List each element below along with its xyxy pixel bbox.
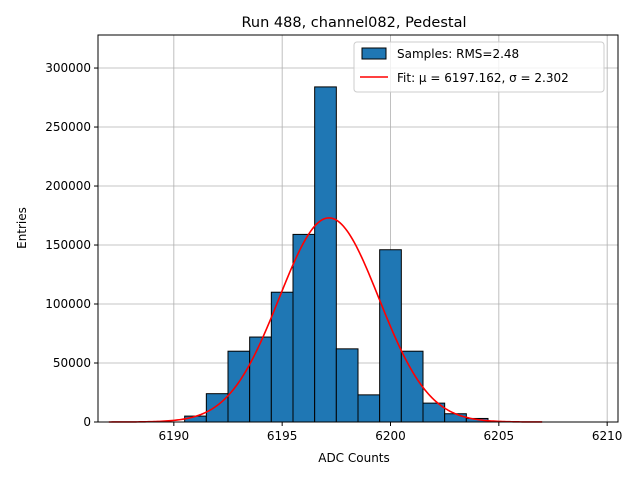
histogram-bar: [400, 350, 424, 423]
y-tick-label: 200000: [45, 179, 91, 193]
x-tick-label: 6195: [267, 429, 298, 443]
legend: Samples: RMS=2.48 Fit: μ = 6197.162, σ =…: [353, 41, 605, 93]
x-axis-label: ADC Counts: [318, 451, 390, 465]
y-tick-label: 250000: [45, 120, 91, 134]
legend-swatch-samples: [361, 47, 387, 60]
y-tick-label: 50000: [53, 356, 91, 370]
y-axis-ticks: 0 50000 100000 150000 200000 250000 300000: [45, 61, 98, 429]
y-tick-label: 300000: [45, 61, 91, 75]
legend-label-samples: Samples: RMS=2.48: [397, 47, 519, 61]
y-tick-label: 100000: [45, 297, 91, 311]
histogram-bar: [292, 233, 316, 423]
x-tick-label: 6210: [592, 429, 623, 443]
plot-frame: [97, 34, 619, 423]
y-axis-label: Entries: [15, 207, 29, 249]
histogram-bar: [444, 413, 467, 423]
histogram-bar: [249, 336, 272, 423]
histogram-bar: [357, 394, 381, 423]
x-tick-label: 6200: [375, 429, 406, 443]
x-tick-label: 6205: [484, 429, 515, 443]
x-axis-ticks: 6190 6195 6200 6205 6210: [159, 422, 623, 443]
legend-label-fit: Fit: μ = 6197.162, σ = 2.302: [397, 71, 569, 85]
histogram-bar: [314, 86, 337, 423]
histogram-bar: [227, 350, 251, 423]
histogram-bar: [335, 348, 359, 423]
histogram-bars: [184, 86, 489, 423]
histogram-bar: [270, 291, 294, 423]
grid-lines: [98, 35, 618, 423]
fit-curve: [108, 217, 543, 423]
histogram-bar: [379, 249, 402, 423]
x-tick-label: 6190: [159, 429, 190, 443]
chart-title: Run 488, channel082, Pedestal: [241, 15, 466, 31]
y-tick-label: 150000: [45, 238, 91, 252]
y-tick-label: 0: [83, 415, 91, 429]
legend-box: [353, 41, 605, 93]
